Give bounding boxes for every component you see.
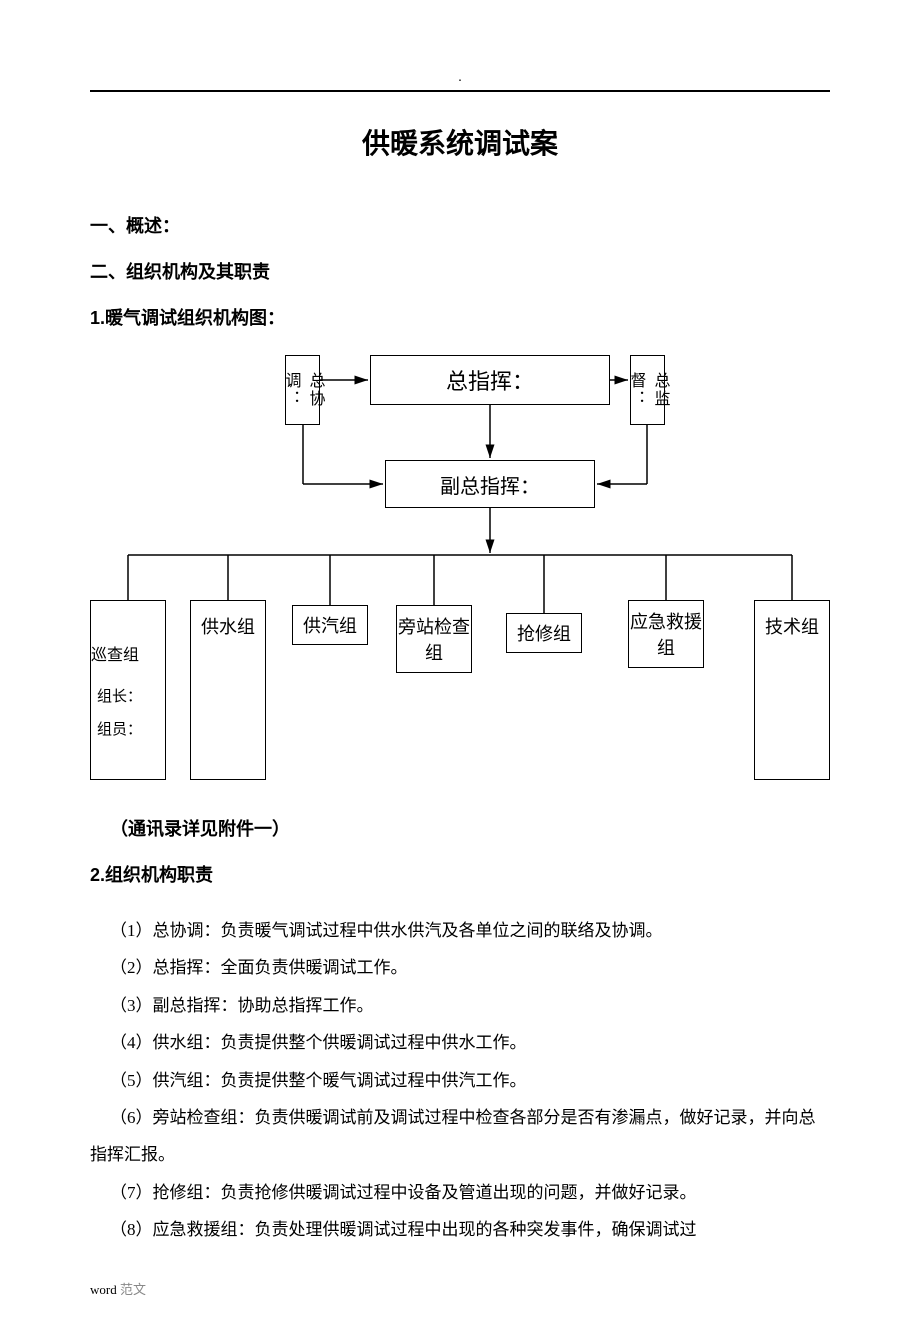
org-box-team-water: 供水组	[190, 600, 266, 780]
section-2-heading: 二、组织机构及其职责	[90, 258, 830, 284]
org-box-team-side-inspect: 旁站检查组	[396, 605, 472, 673]
org-box-team-tech: 技术组	[754, 600, 830, 780]
duty-5: （5）供汽组：负责提供整个暖气调试过程中供汽工作。	[110, 1062, 830, 1099]
duty-3: （3）副总指挥：协助总指挥工作。	[110, 987, 830, 1024]
duty-7: （7）抢修组：负责抢修供暖调试过程中设备及管道出现的问题，并做好记录。	[110, 1174, 830, 1211]
duty-2: （2）总指挥：全面负责供暖调试工作。	[110, 949, 830, 986]
team-repair-name: 抢修组	[517, 620, 571, 646]
team-water-name: 供水组	[201, 613, 255, 639]
header-rule	[90, 90, 830, 92]
footer: word 范文	[90, 1279, 830, 1298]
org-box-coordinator: 总协调：	[285, 355, 320, 425]
team-steam-name: 供汽组	[303, 612, 357, 638]
subsection-1-heading: 1.暖气调试组织机构图：	[90, 304, 830, 330]
org-box-team-steam: 供汽组	[292, 605, 368, 645]
team-tech-name: 技术组	[765, 613, 819, 639]
header-dot: .	[90, 70, 830, 86]
org-box-supervisor: 总监督：	[630, 355, 665, 425]
team-patrol-member: 组员：	[91, 718, 165, 739]
commander-label: 总指挥：	[446, 364, 534, 396]
duty-1: （1）总协调：负责暖气调试过程中供水供汽及各单位之间的联络及协调。	[110, 912, 830, 949]
org-chart: 总协调： 总指挥： 总监督： 副总指挥： 巡查组 组长： 组员： 供水组 供汽组…	[90, 355, 830, 785]
duty-6-text: （6）旁站检查组：负责供暖调试前及调试过程中检查各部分是否有渗漏点，做好记录，并…	[90, 1108, 816, 1164]
subsection-2-heading: 2.组织机构职责	[90, 861, 830, 887]
team-emergency-name: 应急救援组	[629, 608, 703, 660]
org-box-team-patrol: 巡查组 组长： 组员：	[90, 600, 166, 780]
footer-fanwen: 范文	[117, 1282, 146, 1297]
team-patrol-name: 巡查组	[91, 641, 139, 665]
deputy-label: 副总指挥：	[440, 470, 540, 499]
contact-note: （通讯录详见附件一）	[110, 815, 830, 841]
team-patrol-leader: 组长：	[91, 685, 165, 706]
duty-6: （6）旁站检查组：负责供暖调试前及调试过程中检查各部分是否有渗漏点，做好记录，并…	[90, 1099, 830, 1174]
coordinator-label: 总协调：	[279, 356, 327, 424]
supervisor-label: 总监督：	[624, 356, 672, 424]
org-box-team-emergency: 应急救援组	[628, 600, 704, 668]
page-title: 供暖系统调试案	[90, 122, 830, 162]
org-box-deputy: 副总指挥：	[385, 460, 595, 508]
section-1-heading: 一、概述：	[90, 212, 830, 238]
duty-4: （4）供水组：负责提供整个供暖调试过程中供水工作。	[110, 1024, 830, 1061]
team-side-inspect-name: 旁站检查组	[397, 613, 471, 665]
org-box-team-repair: 抢修组	[506, 613, 582, 653]
duty-8: （8）应急救援组：负责处理供暖调试过程中出现的各种突发事件，确保调试过	[110, 1211, 830, 1248]
footer-word: word	[90, 1282, 117, 1297]
org-box-commander: 总指挥：	[370, 355, 610, 405]
